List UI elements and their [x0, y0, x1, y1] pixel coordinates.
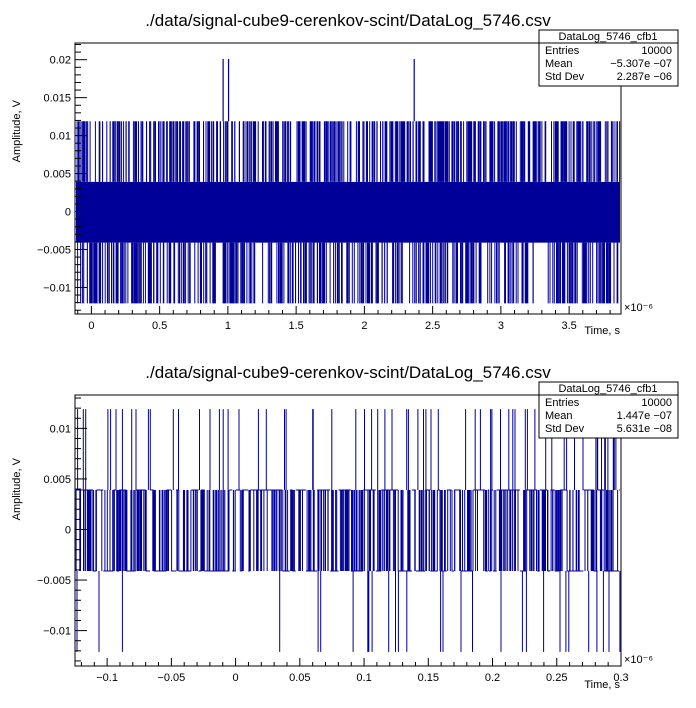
top-stats-stddev-label: Std Dev: [545, 71, 585, 83]
bottom-stats-entries-label: Entries: [545, 397, 580, 409]
trace-transitions: [75, 409, 621, 652]
trace-steps: [76, 489, 620, 572]
x-tick-label: 0.3: [613, 672, 628, 684]
top-stats-entries-label: Entries: [545, 45, 580, 57]
top-plot-title: ./data/signal-cube9-cerenkov-scint/DataL…: [145, 11, 551, 30]
bottom-y-axis: −0.01 −0.005 0 0.005 0.01: [37, 397, 87, 662]
bottom-stats-mean-label: Mean: [545, 410, 573, 422]
y-tick-label: 0: [65, 207, 71, 219]
y-tick-label: 0.02: [50, 55, 71, 67]
y-tick-label: 0.005: [43, 169, 71, 181]
bottom-stats-frame: [538, 381, 679, 439]
y-tick-label: 0.005: [43, 474, 71, 486]
top-plot: ./data/signal-cube9-cerenkov-scint/DataL…: [11, 11, 679, 337]
top-x-axis-label: Time, s: [584, 325, 620, 337]
trace-transitions: [76, 121, 621, 304]
x-tick-label: 0.25: [546, 672, 567, 684]
y-tick-label: 0: [65, 524, 71, 536]
top-y-axis-label: Amplitude, V: [11, 99, 23, 162]
trace-dense-band: [76, 181, 620, 243]
top-stats-entries-value: 10000: [641, 45, 672, 57]
y-tick-label: −0.005: [37, 244, 71, 256]
top-stats-mean-label: Mean: [545, 58, 573, 70]
bottom-stats-mean-value: 1.447e −07: [617, 410, 672, 422]
top-trace: [76, 58, 621, 304]
x-tick-label: 1: [225, 320, 231, 332]
bottom-y-axis-label: Amplitude, V: [11, 457, 23, 520]
x-tick-label: 0.15: [418, 672, 439, 684]
y-tick-label: 0.01: [50, 423, 71, 435]
bottom-stats-title: DataLog_5746_cfb1: [558, 383, 657, 395]
top-stats-title: DataLog_5746_cfb1: [558, 31, 657, 43]
x-tick-label: 3.5: [561, 320, 576, 332]
bottom-stats-box: DataLog_5746_cfb1 Entries 10000 Mean 1.4…: [538, 381, 679, 439]
y-tick-label: −0.01: [43, 282, 71, 294]
top-x-axis: 0 0.5 1 1.5 2 2.5 3 3.5: [77, 306, 611, 332]
top-plot-frame: [74, 42, 622, 315]
bottom-x-axis-label: Time, s: [584, 679, 620, 691]
x-tick-label: −0.1: [96, 672, 118, 684]
top-y-axis: −0.01 −0.005 0 0.005 0.01 0.015 0.02: [37, 44, 87, 311]
y-tick-label: −0.01: [43, 626, 71, 638]
bottom-plot-title: ./data/signal-cube9-cerenkov-scint/DataL…: [145, 363, 551, 382]
bottom-plot-frame: [74, 394, 622, 667]
bottom-x-multiplier: ×10⁻⁶: [624, 654, 653, 666]
bottom-trace: [75, 409, 621, 652]
x-tick-label: 0.05: [289, 672, 310, 684]
x-tick-label: 2: [361, 320, 367, 332]
x-tick-label: 1.5: [288, 320, 303, 332]
x-tick-label: 0.2: [485, 672, 500, 684]
x-tick-label: −0.05: [157, 672, 185, 684]
top-stats-mean-value: −5.307e −07: [610, 58, 672, 70]
x-tick-label: 3: [498, 320, 504, 332]
bottom-stats-stddev-label: Std Dev: [545, 423, 585, 435]
x-tick-label: 2.5: [425, 320, 440, 332]
x-tick-label: 0.1: [356, 672, 371, 684]
bottom-x-axis: −0.1 −0.05 0 0.05 0.1 0.15 0.2 0.25 0.3: [80, 658, 629, 684]
top-stats-stddev-value: 2.287e −06: [617, 71, 672, 83]
top-stats-box: DataLog_5746_cfb1 Entries 10000 Mean −5.…: [538, 29, 679, 87]
bottom-stats-stddev-value: 5.631e −08: [617, 423, 672, 435]
top-x-multiplier: ×10⁻⁶: [624, 302, 653, 314]
x-tick-label: 0: [88, 320, 94, 332]
x-tick-label: 0: [233, 672, 239, 684]
y-tick-label: −0.005: [37, 575, 71, 587]
bottom-stats-entries-value: 10000: [641, 397, 672, 409]
bottom-plot: ./data/signal-cube9-cerenkov-scint/DataL…: [11, 363, 679, 691]
x-tick-label: 0.5: [152, 320, 167, 332]
y-tick-label: 0.015: [43, 93, 71, 105]
y-tick-label: 0.01: [50, 131, 71, 143]
top-stats-frame: [538, 29, 679, 87]
